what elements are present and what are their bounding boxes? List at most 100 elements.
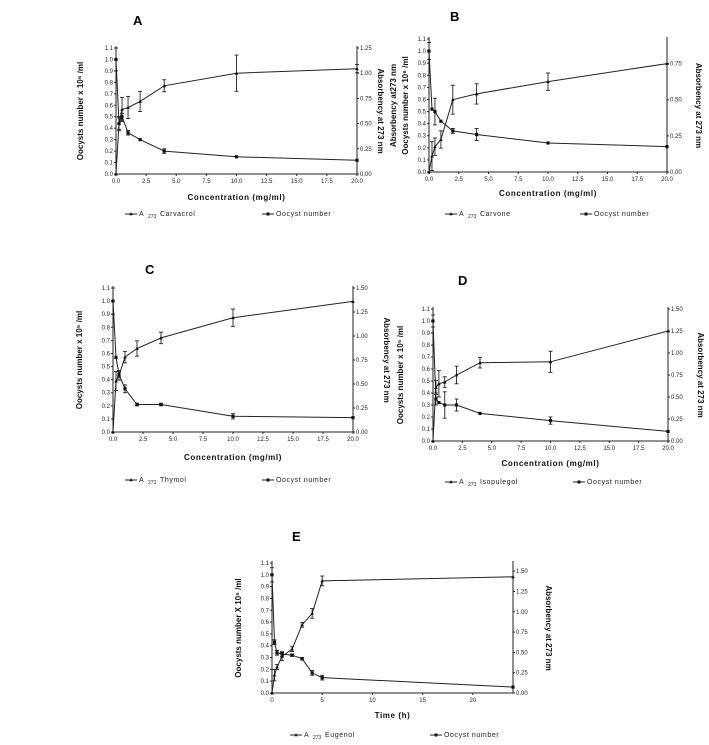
y-tick-label: 1.1 (261, 561, 270, 567)
x-tick-label: 15.0 (287, 437, 299, 443)
y-tick-label: 0.3 (261, 656, 270, 662)
right-y-tick-label: 1.00 (360, 71, 372, 77)
data-point-triangle (511, 574, 515, 579)
y-tick-label: 0.4 (261, 644, 270, 650)
data-point-square (443, 403, 447, 407)
oocyst-series (114, 47, 359, 162)
data-point-triangle (114, 379, 118, 383)
series-line (428, 51, 668, 148)
legend-triangle-icon (129, 478, 133, 482)
right-y-tick-label: 0.75 (671, 373, 683, 379)
x-tick-label: 0.0 (425, 177, 434, 183)
data-point-triangle (478, 360, 482, 365)
y-tick-label: 0.9 (418, 61, 427, 67)
data-point-square (666, 429, 670, 433)
legend-square-icon (266, 212, 270, 216)
data-point-triangle (442, 380, 447, 384)
y-tick-label: 1.0 (418, 49, 427, 55)
x-tick-label: 20.0 (661, 177, 673, 183)
data-point-square (511, 685, 515, 689)
right-y-tick-label: 0.25 (356, 406, 368, 412)
y-tick-label: 0.4 (422, 391, 431, 397)
x-tick-label: 20.0 (351, 179, 363, 185)
oocyst-series (427, 42, 669, 149)
data-point-triangle (355, 66, 359, 71)
legend: A 273 Carvacrol Oocyst number (125, 211, 331, 220)
x-tick-label: 12.5 (574, 446, 586, 452)
y-tick-label: 0.9 (102, 312, 111, 318)
legend-triangle-icon (449, 212, 453, 216)
y-tick-label: 0.1 (418, 158, 427, 164)
data-point-square (475, 132, 479, 137)
right-y-tick-label: 0.00 (360, 172, 372, 178)
legend-compound: Thymol (160, 477, 187, 484)
data-point-square (431, 319, 435, 323)
data-point-square (300, 657, 304, 661)
data-point-square (548, 419, 553, 423)
y-tick-label: 1.0 (422, 319, 431, 325)
y-tick-label: 0.0 (102, 430, 111, 436)
x-tick-label: 0.0 (112, 179, 121, 185)
y-tick-label: 0.6 (422, 367, 431, 373)
left-y-axis-title-2: Absorbency at273 nm (389, 64, 398, 147)
y-tick-label: 0.6 (418, 97, 427, 103)
legend-a: A (459, 211, 464, 218)
y-tick-label: 0.4 (105, 126, 114, 132)
x-axis-title: Concentration (mg/ml) (499, 189, 597, 198)
right-y-tick-label: 0.50 (360, 122, 372, 128)
x-tick-label: 15 (419, 698, 426, 704)
data-point-triangle (138, 99, 142, 103)
oocyst-series (431, 314, 670, 433)
data-point-triangle (111, 430, 115, 434)
right-y-tick-label: 1.00 (516, 610, 528, 616)
y-tick-label: 1.1 (422, 307, 431, 313)
y-tick-label: 0.8 (261, 596, 270, 602)
x-tick-label: 10.0 (545, 446, 557, 452)
legend-square-icon (584, 212, 588, 216)
x-tick-label: 7.5 (199, 437, 208, 443)
right-y-tick-label: 1.00 (356, 334, 368, 340)
data-point-square (355, 158, 359, 162)
legend-oocyst: Oocyst number (276, 211, 331, 218)
data-point-square (427, 49, 431, 53)
series-line (271, 576, 514, 694)
right-y-tick-label: 1.50 (356, 286, 368, 292)
y-tick-label: 0.5 (418, 110, 427, 116)
right-y-tick-label: 0.25 (360, 147, 372, 153)
right-y-tick-label: 0.75 (360, 96, 372, 102)
panel-a: A 0.0 2.5 5.0 7.5 10.0 12.5 15.0 17.5 20.0 0.0 0.1 0… (76, 13, 385, 220)
x-tick-label: 2.5 (455, 177, 464, 183)
data-point-square (111, 299, 115, 303)
legend: A 273 Eugenol Oocyst number (290, 732, 499, 741)
right-y-axis-title: Absorbency at 273 nm (382, 317, 391, 402)
legend-square-icon (266, 478, 270, 482)
y-tick-label: 1.0 (105, 57, 114, 63)
legend-compound: Carvacrol (160, 211, 195, 218)
left-y-axis-title: Oocysts number x 10⁶ /ml (401, 56, 410, 154)
panel-label: C (145, 262, 155, 277)
y-tick-label: 1.0 (261, 573, 270, 579)
absorbency-series (270, 574, 515, 695)
x-tick-label: 15.0 (291, 179, 303, 185)
x-axis-title: Concentration (mg/ml) (184, 453, 282, 462)
y-tick-label: 0.7 (418, 85, 427, 91)
x-tick-label: 17.5 (633, 446, 645, 452)
data-point-square (162, 149, 166, 153)
legend-square-icon (577, 480, 581, 484)
data-point-triangle (451, 97, 455, 102)
data-point-triangle (454, 373, 459, 377)
legend-a: A (459, 479, 464, 486)
left-y-axis-title: Oocysts number x 10⁵ /ml (396, 326, 405, 424)
y-tick-label: 0.1 (261, 679, 270, 685)
series-line (112, 301, 354, 419)
data-point-triangle (234, 71, 239, 75)
panel-label: E (292, 529, 301, 544)
data-point-square (320, 676, 324, 680)
y-tick-label: 1.1 (105, 46, 114, 52)
x-tick-label: 20.0 (662, 446, 674, 452)
right-y-axis-title: Absorbency at 273 nm (694, 63, 703, 148)
data-point-square (546, 141, 550, 145)
x-tick-label: 17.5 (321, 179, 333, 185)
